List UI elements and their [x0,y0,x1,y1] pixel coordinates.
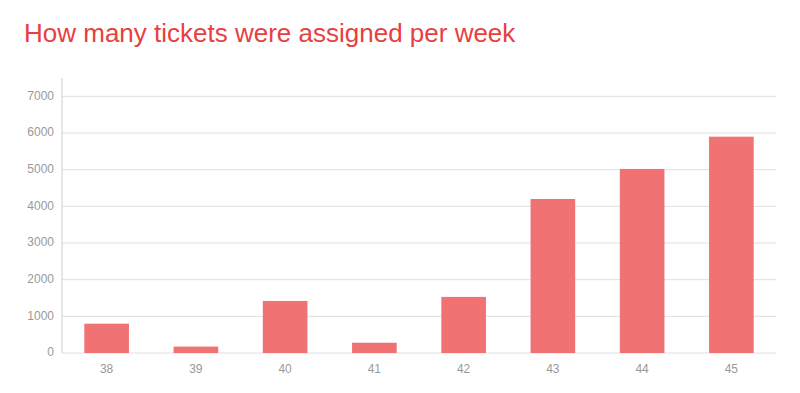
x-tick-label: 40 [278,362,292,376]
page: {"chart_data": {"type": "bar", "title": … [0,0,800,393]
grid-line [62,279,776,280]
bar [174,347,219,353]
bar [352,343,397,353]
y-tick-label: 5000 [27,162,54,176]
bar [441,297,486,353]
bar [709,137,754,353]
y-tick-label: 3000 [27,235,54,249]
y-tick-label: 1000 [27,309,54,323]
bars [84,137,753,353]
x-tick-label: 43 [546,362,560,376]
y-tick-label: 2000 [27,272,54,286]
bar [620,169,665,353]
x-tick-label: 44 [635,362,649,376]
x-tick-label: 41 [368,362,382,376]
grid-line [62,243,776,244]
bar [531,199,576,353]
x-tick-label: 45 [725,362,739,376]
y-axis-line [62,78,63,353]
x-axis: 38 39 40 41 42 43 44 45 [100,362,738,376]
y-tick-label: 4000 [27,199,54,213]
grid-line [62,206,776,207]
y-tick-label: 7000 [27,89,54,103]
x-tick-label: 39 [189,362,203,376]
y-axis: 0 1000 2000 3000 4000 5000 6000 7000 [27,89,776,360]
chart-svg: How many tickets were assigned per week 0… [0,0,800,393]
x-tick-label: 42 [457,362,471,376]
title: How many tickets were assigned per week [24,18,516,48]
grid-line [62,353,776,354]
y-tick-label: 6000 [27,125,54,139]
x-tick-label: 38 [100,362,114,376]
bar [84,324,129,353]
chart-container: How many tickets were assigned per week 0… [0,0,800,393]
grid-line [62,96,776,97]
grid-line [62,133,776,134]
grid-line [62,169,776,170]
y-tick-label: 0 [47,345,54,359]
grid-line [62,316,776,317]
bar [263,301,308,353]
